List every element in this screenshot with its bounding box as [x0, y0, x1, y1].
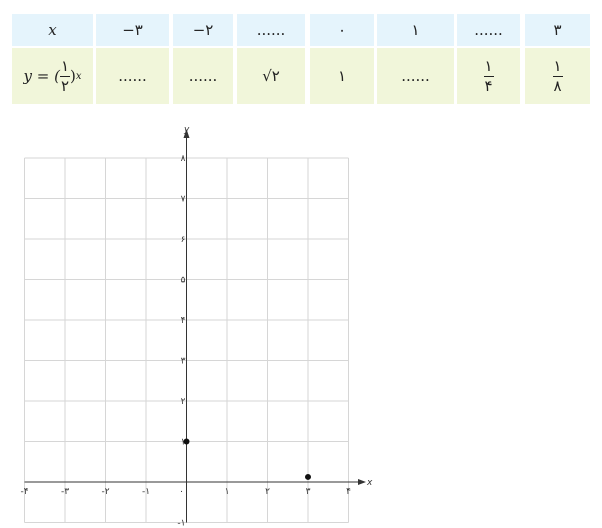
x-value-cell: −۳ — [96, 14, 169, 46]
x-value-cell: ...... — [457, 14, 520, 46]
x-value-cell: ...... — [237, 14, 305, 46]
x-tick-label: -۲ — [101, 487, 109, 497]
x-tick-label: -۴ — [20, 487, 28, 497]
x-value-cell: ۱ — [377, 14, 454, 46]
x-tick-label: ۰ — [179, 487, 184, 497]
y-tick-label: ۸ — [181, 154, 186, 164]
x-tick-label: ۴ — [346, 487, 351, 497]
y-tick-label: ۲ — [181, 397, 186, 407]
x-tick-label: ۳ — [306, 487, 311, 497]
x-header: x — [12, 14, 93, 46]
x-tick-label: ۲ — [265, 487, 270, 497]
x-tick-label: -۳ — [61, 487, 69, 497]
y-tick-label: ۴ — [181, 316, 186, 326]
y-axis-arrow-icon — [183, 129, 190, 138]
y-value-cell: ...... — [96, 48, 169, 104]
plotted-point — [183, 438, 190, 445]
x-value-cell: −۲ — [173, 14, 233, 46]
y-value-cell: √۲ — [237, 48, 305, 104]
x-value-cell: ۳ — [525, 14, 590, 46]
y-tick-label: -۱ — [177, 519, 185, 528]
x-tick-label: ۱ — [225, 487, 230, 497]
x-value-cell: ۰ — [310, 14, 374, 46]
y-tick-label: ۵ — [181, 276, 186, 286]
y-tick-label: ۶ — [181, 235, 186, 245]
x-axis-label: x — [366, 478, 373, 488]
y-tick-label: ۷ — [181, 195, 186, 205]
y-tick-label: ۳ — [181, 357, 186, 367]
y-value-cell: ۱ — [310, 48, 374, 104]
y-tick-label: ۱ — [181, 438, 186, 448]
y-axis-label: y — [183, 125, 190, 135]
x-axis-arrow-icon — [358, 479, 366, 485]
plotted-point — [305, 473, 311, 480]
x-tick-label: -۱ — [142, 487, 150, 497]
y-value-cell: ...... — [377, 48, 454, 104]
y-value-cell: ...... — [173, 48, 233, 104]
